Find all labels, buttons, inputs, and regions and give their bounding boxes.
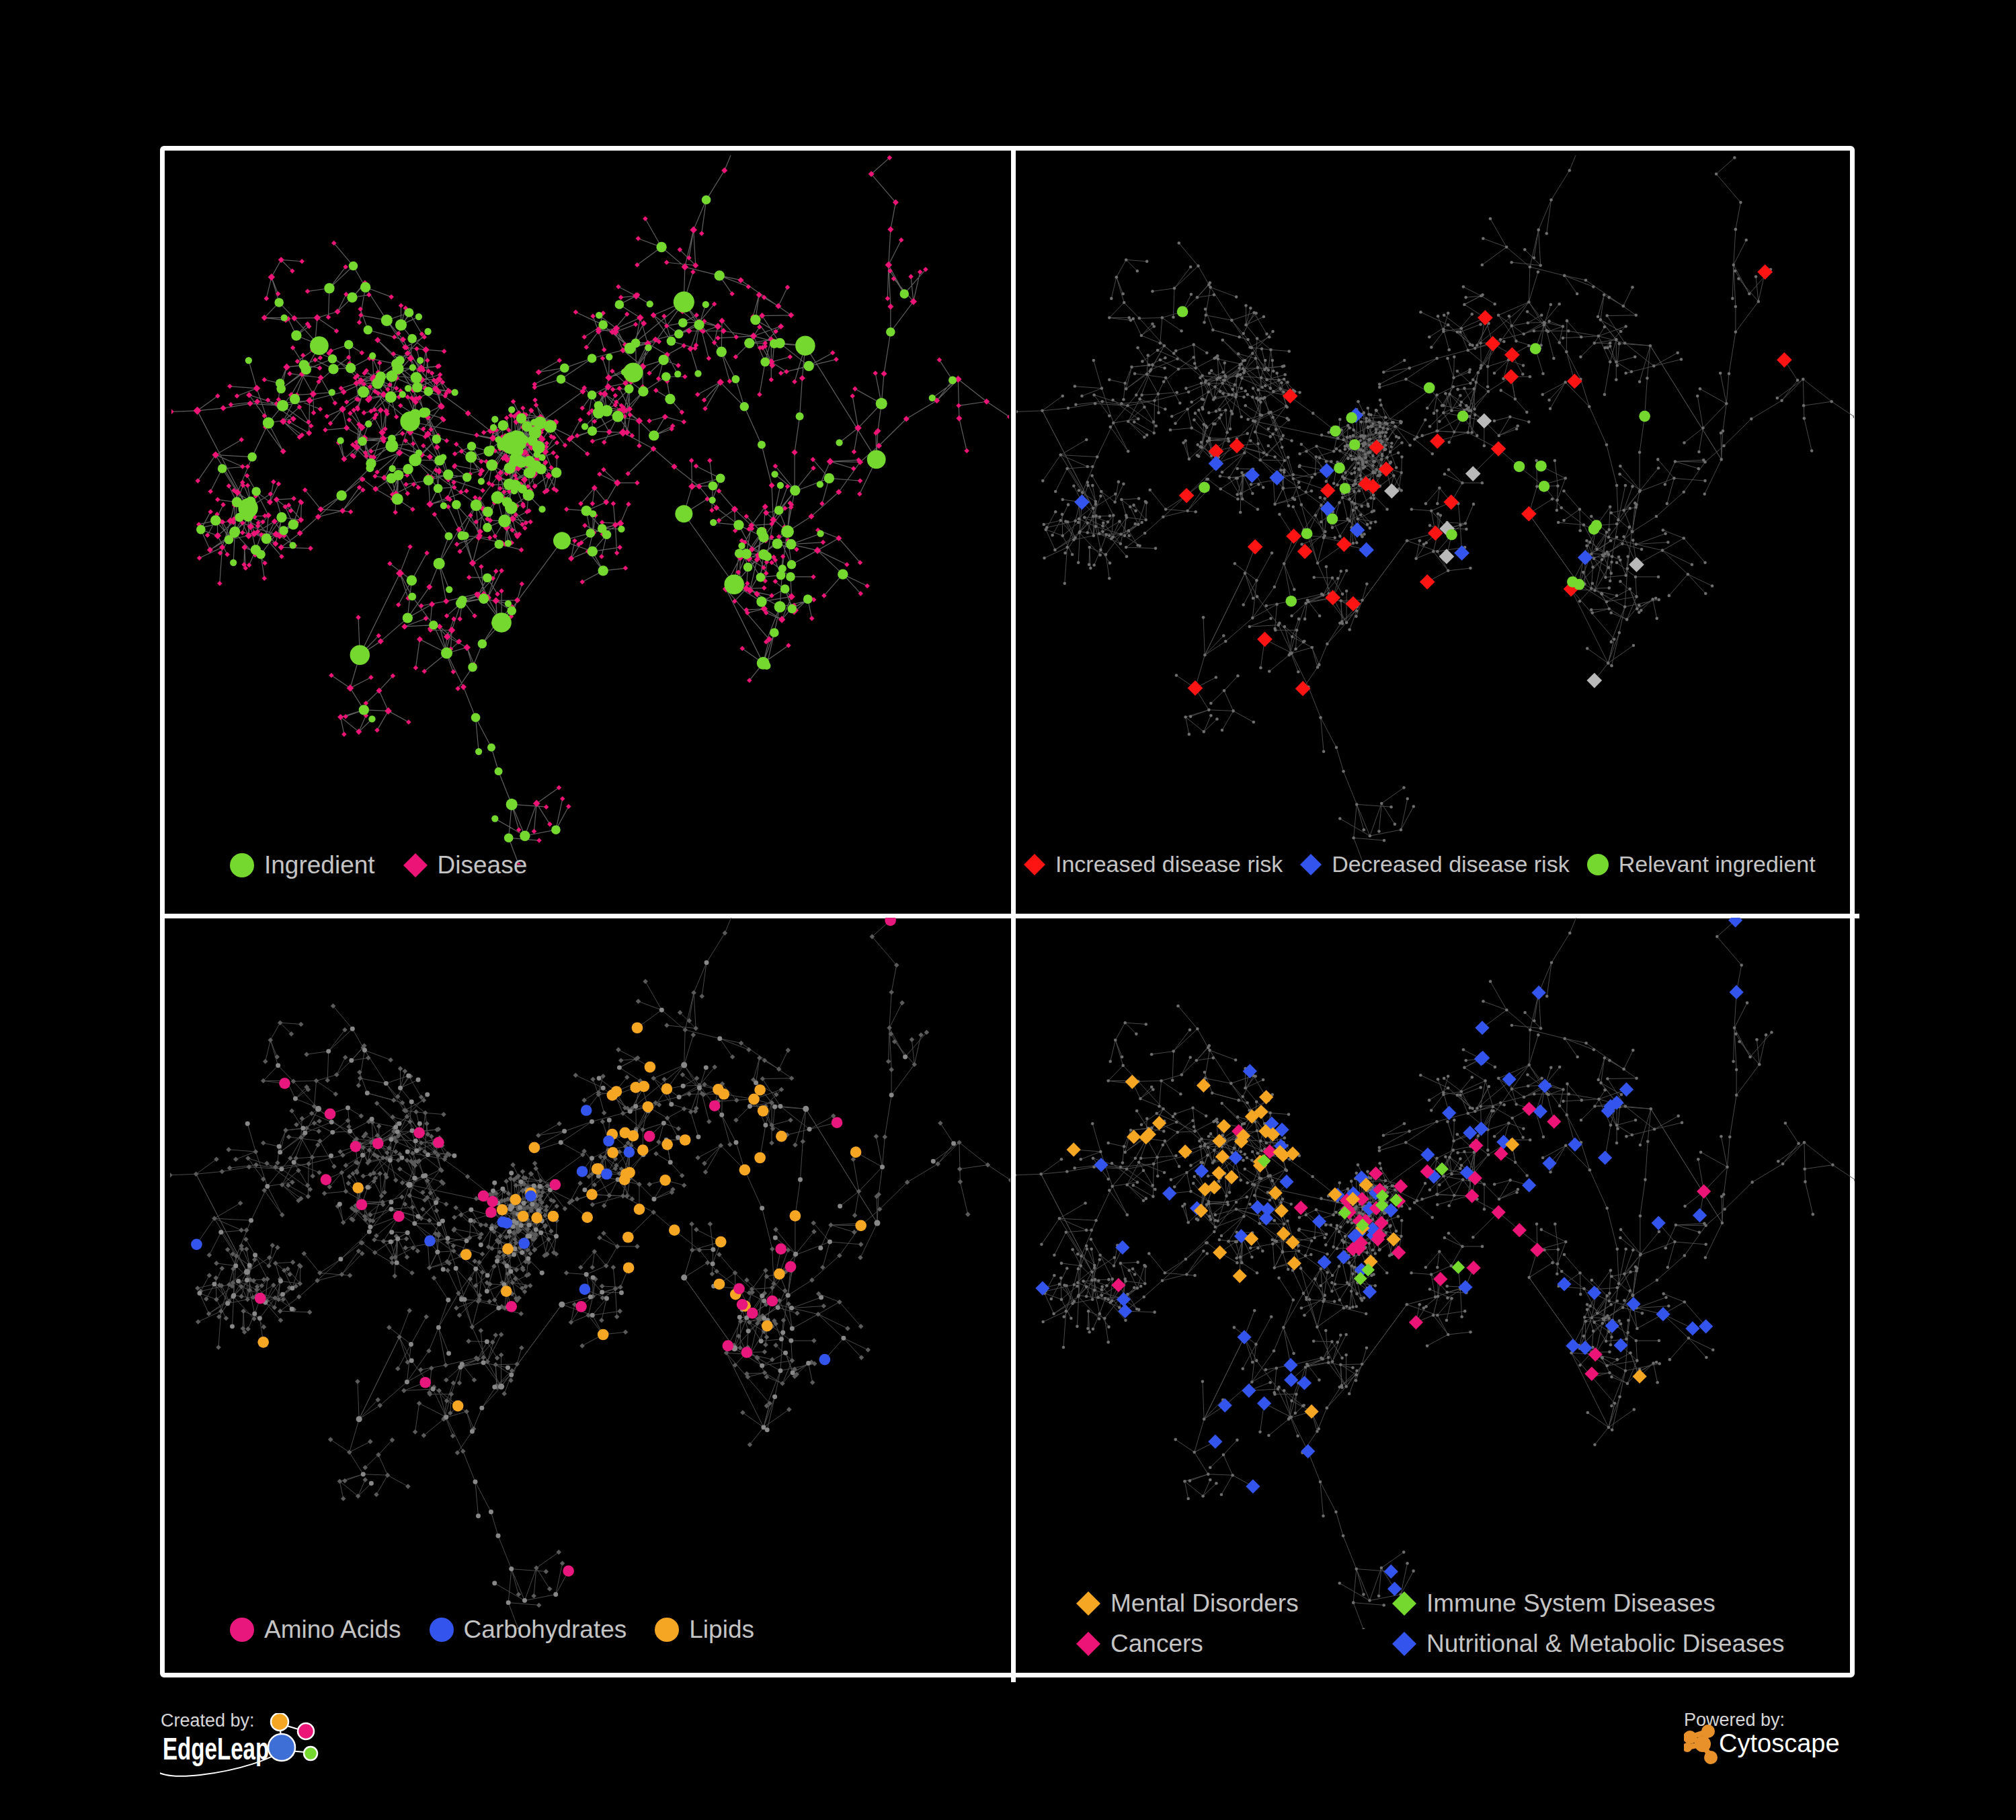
svg-text:Cytoscape: Cytoscape xyxy=(1719,1729,1840,1757)
svg-text:Powered by:: Powered by: xyxy=(1684,1713,1785,1730)
